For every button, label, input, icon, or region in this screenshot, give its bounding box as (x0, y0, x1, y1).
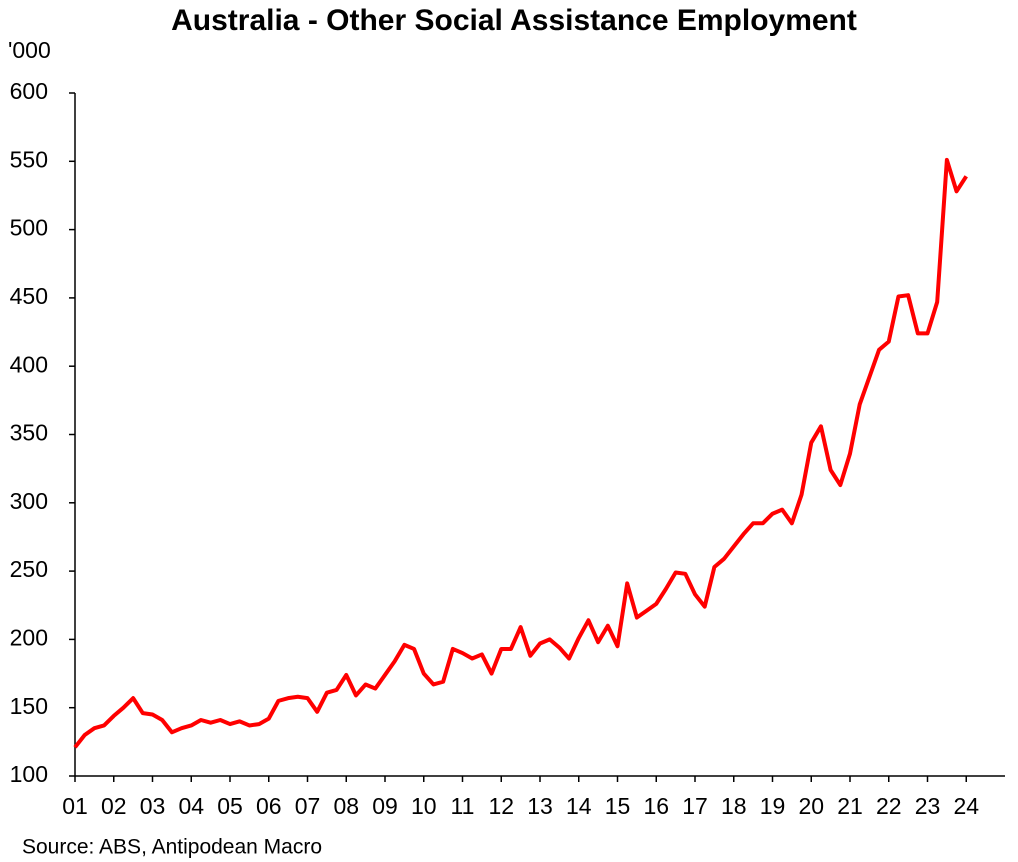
x-tick-label: 06 (256, 793, 282, 819)
y-tick-label: 550 (10, 146, 48, 172)
x-tick-label: 03 (140, 793, 166, 819)
x-tick-label: 14 (566, 793, 592, 819)
source-note: Source: ABS, Antipodean Macro (22, 836, 322, 859)
y-tick-label: 200 (10, 624, 48, 650)
x-tick-label: 19 (760, 793, 786, 819)
x-tick-label: 05 (217, 793, 243, 819)
x-tick-label: 18 (721, 793, 747, 819)
x-tick-label: 04 (178, 793, 204, 819)
y-tick-label: 250 (10, 556, 48, 582)
x-tick-label: 10 (411, 793, 437, 819)
y-tick-label: 300 (10, 488, 48, 514)
y-tick-label: 450 (10, 283, 48, 309)
x-tick-label: 16 (643, 793, 669, 819)
x-tick-label: 07 (295, 793, 321, 819)
y-tick-label: 150 (10, 693, 48, 719)
x-tick-label: 24 (953, 793, 979, 819)
y-tick-label: 100 (10, 761, 48, 787)
x-tick-label: 01 (62, 793, 88, 819)
y-tick-label: 350 (10, 420, 48, 446)
x-tick-label: 21 (837, 793, 863, 819)
x-tick-label: 17 (682, 793, 708, 819)
x-tick-label: 23 (915, 793, 941, 819)
data-line (73, 157, 968, 749)
y-tick-label: 500 (10, 215, 48, 241)
y-axis-unit: '000 (8, 37, 51, 63)
y-tick-label: 600 (10, 78, 48, 104)
x-tick-label: 20 (798, 793, 824, 819)
x-tick-label: 12 (488, 793, 514, 819)
x-tick-label: 11 (451, 793, 475, 819)
x-tick-label: 08 (333, 793, 359, 819)
y-tick-label: 400 (10, 351, 48, 377)
x-tick-label: 13 (527, 793, 553, 819)
x-tick-label: 02 (101, 793, 127, 819)
chart-title: Australia - Other Social Assistance Empl… (171, 4, 857, 37)
x-tick-label: 09 (372, 793, 398, 819)
x-tick-label: 15 (605, 793, 631, 819)
x-tick-label: 22 (876, 793, 902, 819)
